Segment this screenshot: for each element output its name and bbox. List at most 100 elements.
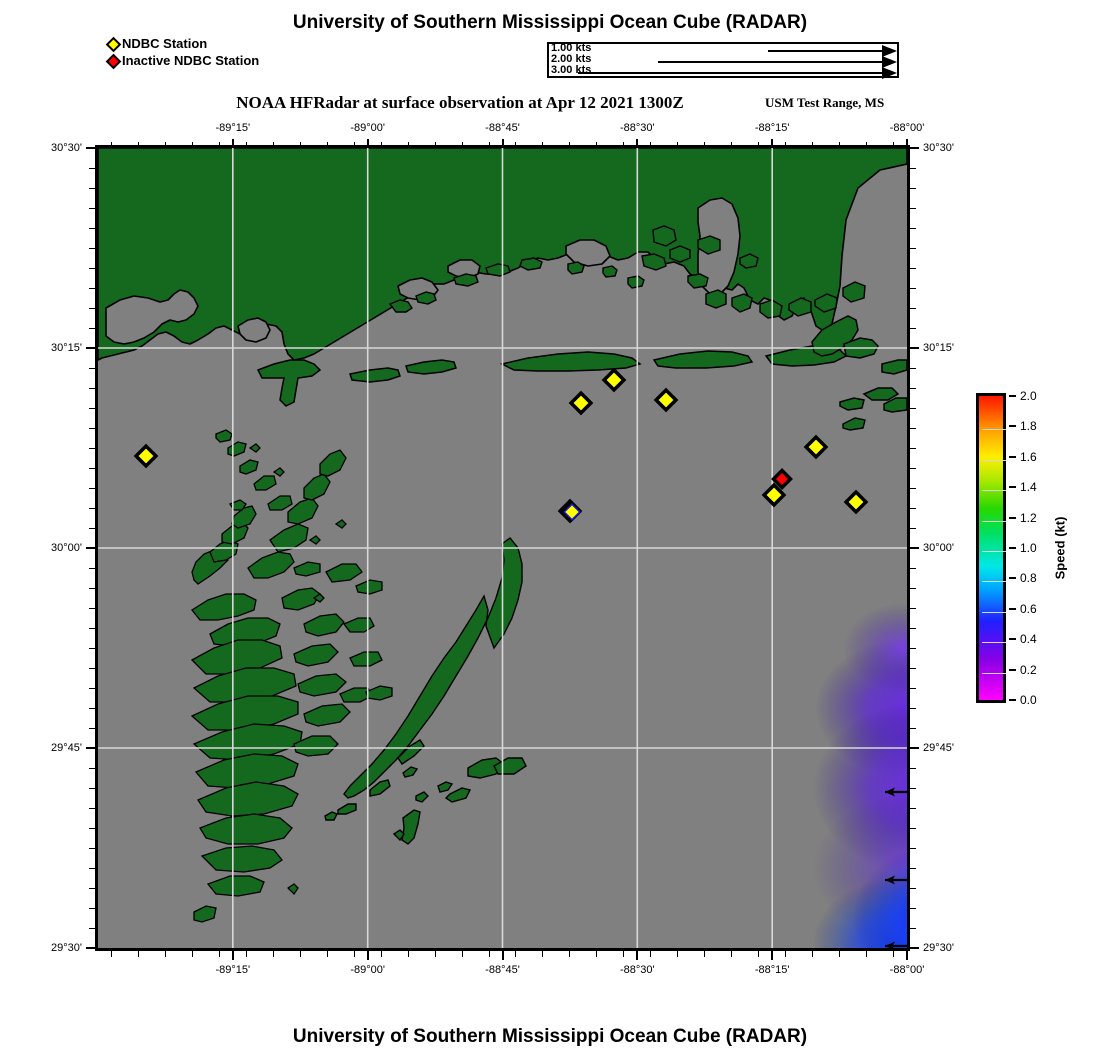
y-tick-minor xyxy=(910,907,916,909)
y-tick-minor xyxy=(910,767,916,769)
x-axis-tick-label: -88°15' xyxy=(754,964,790,976)
x-tick-minor xyxy=(758,951,760,957)
y-tick-minor xyxy=(910,167,916,169)
colorbar-tick xyxy=(1009,699,1016,701)
y-tick-minor xyxy=(910,687,916,689)
y-tick-minor xyxy=(910,527,916,529)
y-tick-minor xyxy=(910,387,916,389)
y-tick-minor xyxy=(910,327,916,329)
x-tick-minor xyxy=(488,951,490,957)
x-axis-tick-label: -89°15' xyxy=(215,122,251,134)
legend-item-ndbc-station: NDBC Station xyxy=(105,36,259,52)
y-tick-major xyxy=(86,347,95,349)
x-axis-tick-label: -88°45' xyxy=(485,122,520,134)
y-tick-minor xyxy=(910,547,916,549)
x-axis-tick-label: -88°30' xyxy=(620,964,655,976)
y-tick-major xyxy=(86,747,95,749)
marker-legend: NDBC Station Inactive NDBC Station xyxy=(105,36,260,69)
colorbar-gridline xyxy=(982,520,1006,522)
colorbar-gridline xyxy=(982,611,1006,613)
colorbar-tick-label: 1.8 xyxy=(1020,419,1037,434)
map-canvas[interactable] xyxy=(98,148,907,948)
delta-marshland xyxy=(190,429,393,923)
x-tick-minor xyxy=(542,951,544,957)
y-tick-minor xyxy=(910,787,916,789)
x-tick-minor xyxy=(218,951,220,957)
x-tick-major xyxy=(501,951,504,960)
arrow-head-icon xyxy=(882,56,897,68)
map-plot[interactable] xyxy=(95,145,910,951)
x-tick-major xyxy=(231,951,234,960)
ndbc-station-marker xyxy=(653,387,679,413)
x-tick-minor xyxy=(785,951,787,957)
y-tick-minor xyxy=(910,427,916,429)
chart-subtitle: NOAA HFRadar at surface observation at A… xyxy=(0,93,920,113)
colorbar-tick-label: 2.0 xyxy=(1020,389,1037,403)
colorbar-gridline xyxy=(982,642,1006,644)
y-axis-tick-label: 30°00' xyxy=(51,542,82,554)
y-axis-tick-label: 30°00' xyxy=(923,542,954,554)
y-tick-minor xyxy=(910,927,916,929)
x-tick-minor xyxy=(353,951,355,957)
x-tick-minor xyxy=(326,951,328,957)
x-axis-tick-label: -88°30' xyxy=(620,122,655,134)
x-tick-minor xyxy=(893,951,895,957)
x-tick-minor xyxy=(623,951,625,957)
vector-scale-line xyxy=(768,50,883,52)
vector-scale-row: 3.00 kts xyxy=(549,65,897,79)
speed-colorbar xyxy=(976,393,1006,703)
x-tick-major xyxy=(636,951,639,960)
ndbc-station-marker xyxy=(568,390,594,416)
x-axis-tick-label: -88°45' xyxy=(485,964,520,976)
x-axis-tick-label: -88°15' xyxy=(754,122,790,134)
y-tick-major xyxy=(910,347,919,349)
y-tick-minor xyxy=(910,247,916,249)
page-title: University of Southern Mississippi Ocean… xyxy=(292,12,808,33)
x-tick-minor xyxy=(407,951,409,957)
y-axis-tick-label: 29°45' xyxy=(923,742,954,754)
vector-scale-line xyxy=(658,61,883,63)
colorbar-gridline xyxy=(982,551,1006,552)
y-tick-minor xyxy=(910,447,916,449)
colorbar-tick xyxy=(1009,516,1016,519)
y-tick-major xyxy=(910,947,919,949)
colorbar-gridline xyxy=(982,672,1006,674)
ndbc-station-marker xyxy=(133,443,159,469)
x-tick-minor xyxy=(434,951,436,957)
map-graphics xyxy=(98,148,907,948)
x-tick-minor xyxy=(461,951,463,957)
y-tick-minor xyxy=(910,827,916,829)
y-tick-major xyxy=(86,147,95,149)
x-tick-minor xyxy=(164,951,166,957)
y-tick-minor xyxy=(910,207,916,209)
y-tick-minor xyxy=(910,227,916,229)
y-tick-major xyxy=(86,547,95,549)
colorbar-gridline xyxy=(982,429,1006,431)
colorbar-tick xyxy=(1009,455,1016,458)
map-gridlines xyxy=(98,148,907,948)
x-tick-minor xyxy=(677,951,679,957)
y-axis-tick-label: 30°30' xyxy=(51,142,82,154)
inactive-ndbc-station-marker xyxy=(771,468,793,490)
barrier-islands xyxy=(256,315,907,411)
site-label: USM Test Range, MS xyxy=(765,95,885,110)
colorbar-gridline xyxy=(982,459,1006,461)
colorbar-tick xyxy=(1009,486,1016,489)
y-tick-minor xyxy=(910,487,916,489)
x-tick-minor xyxy=(839,951,841,957)
vector-scale-line xyxy=(578,72,883,74)
footer-title: University of Southern Mississippi Ocean… xyxy=(292,1026,808,1047)
colorbar-tick xyxy=(1009,395,1016,397)
x-axis-tick-label: -88°00' xyxy=(889,122,925,134)
y-tick-major xyxy=(910,547,919,549)
ndbc-station-markers xyxy=(133,367,869,524)
y-tick-minor xyxy=(910,627,916,629)
x-tick-major xyxy=(366,951,369,960)
colorbar-tick-label: 1.4 xyxy=(1020,480,1037,495)
y-tick-minor xyxy=(910,267,916,269)
y-tick-minor xyxy=(910,567,916,569)
legend-item-label: Inactive NDBC Station xyxy=(122,53,260,68)
y-tick-minor xyxy=(910,307,916,309)
diamond-marker-icon xyxy=(105,53,122,69)
y-axis-tick-label: 29°45' xyxy=(51,742,82,754)
